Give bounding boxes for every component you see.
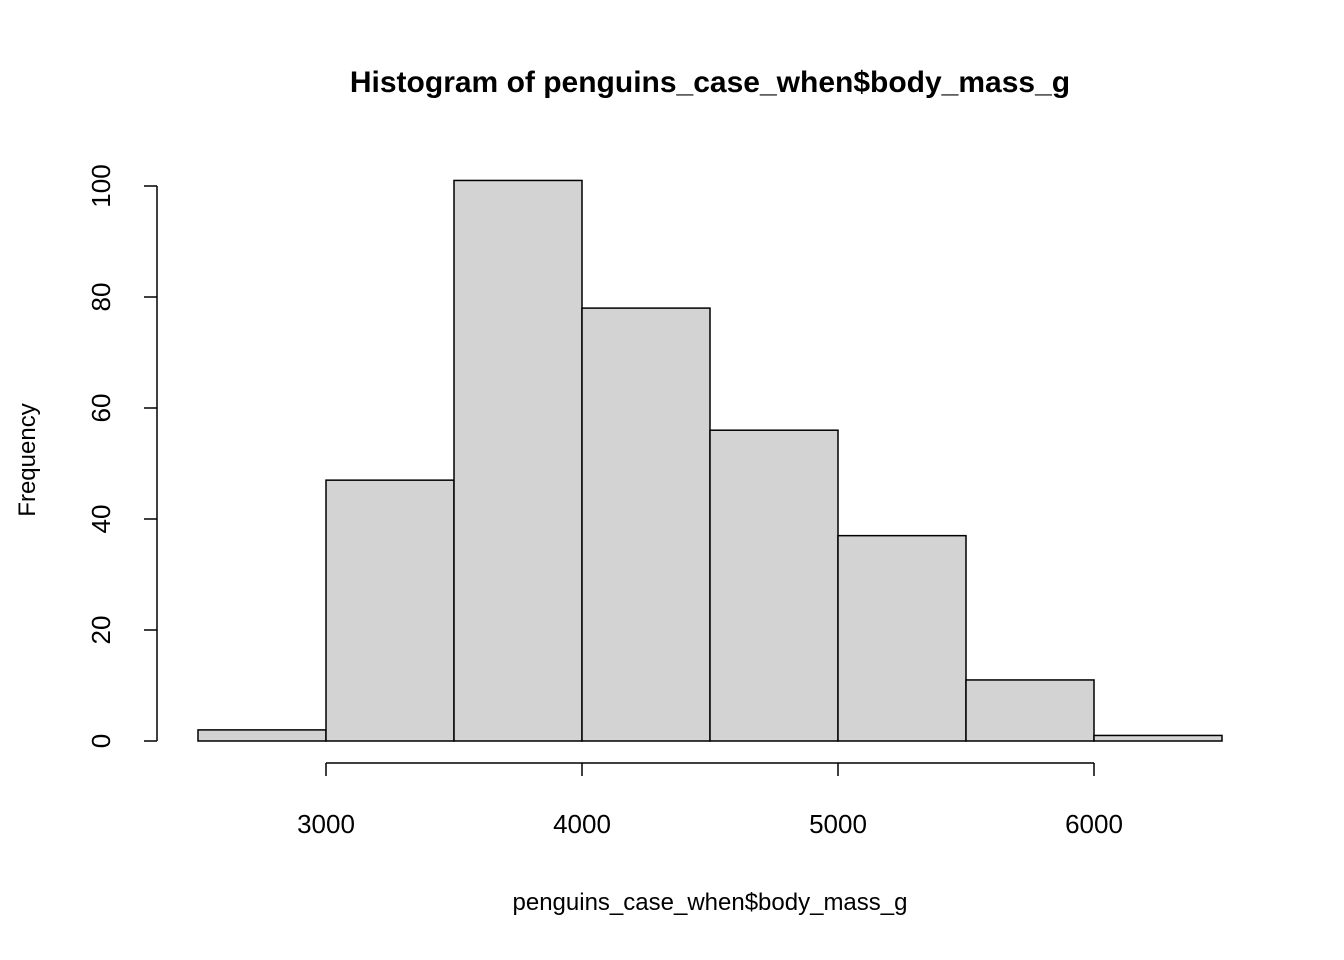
x-tick-label: 6000 [1065,809,1123,839]
bar [325,479,455,742]
y-tick-label: 100 [86,164,116,207]
y-tick-label: 0 [86,734,116,748]
bar [581,307,711,742]
x-axis-title: penguins_case_when$body_mass_g [513,889,908,916]
chart-title: Histogram of penguins_case_when$body_mas… [350,66,1070,99]
x-tick-label: 3000 [297,809,355,839]
bar [709,429,839,742]
y-tick-label: 60 [86,394,116,423]
x-tick-label: 5000 [809,809,867,839]
y-tick-label: 40 [86,505,116,534]
y-axis-title: Frequency [14,403,41,516]
bar [965,679,1095,742]
bar [197,729,327,742]
bar [453,179,583,742]
bar [837,534,967,742]
y-tick-label: 80 [86,283,116,312]
y-tick-label: 20 [86,616,116,645]
x-tick-label: 4000 [553,809,611,839]
bar [1093,734,1223,742]
